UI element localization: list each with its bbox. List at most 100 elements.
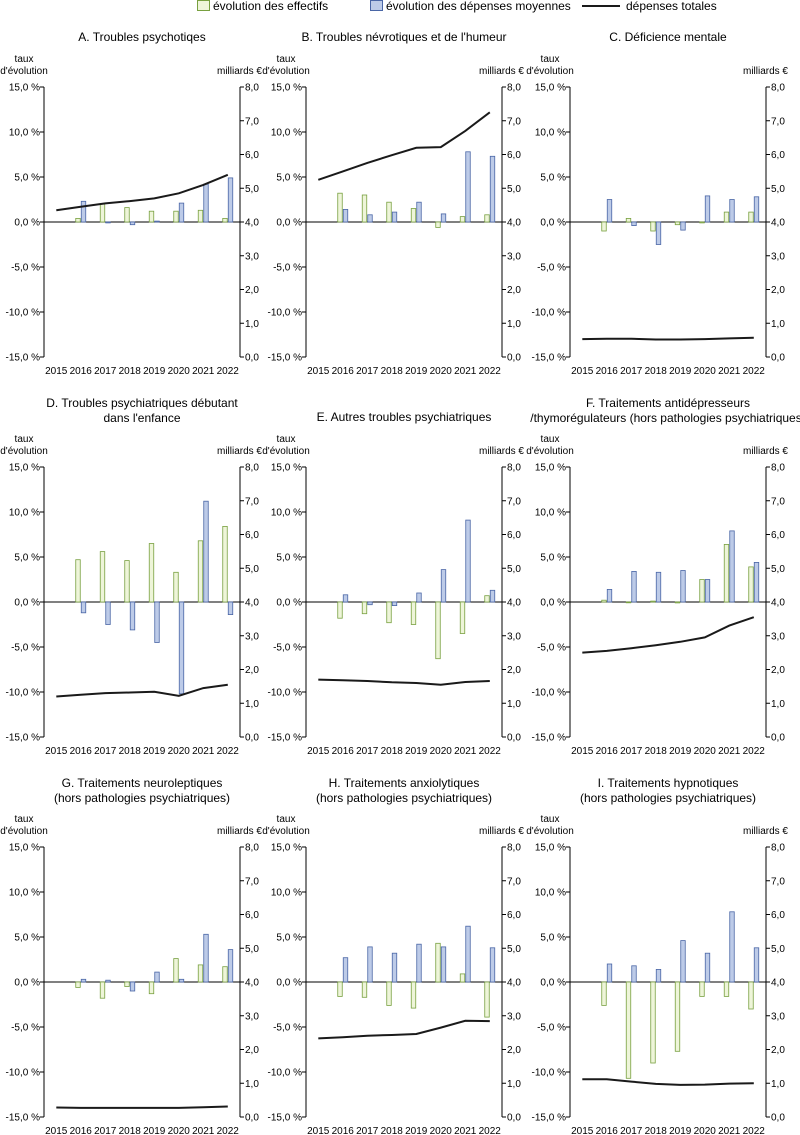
y2-tick-label: 0,0: [507, 1113, 521, 1124]
bar-depenses-moyennes: [729, 530, 735, 603]
line-depenses-totales: [56, 683, 228, 698]
y2-tick-label: 5,0: [507, 184, 521, 195]
legend-item-depenses-moyennes: évolution des dépenses moyennes: [370, 0, 571, 12]
y2-tick-label: 1,0: [245, 1079, 259, 1090]
y2-tick-label: 1,0: [771, 1079, 785, 1090]
chart-title: D. Troubles psychiatriques débutant: [46, 396, 238, 410]
right-axis-label: milliards €: [217, 446, 262, 457]
bar-depenses-moyennes: [704, 579, 711, 603]
chart-title: (hors pathologies psychiatriques): [316, 791, 492, 805]
bar-depenses-moyennes: [704, 952, 711, 983]
y2-tick-label: 3,0: [507, 631, 521, 642]
y2-tick-label: 2,0: [507, 1045, 521, 1056]
bar-effectifs: [386, 601, 392, 624]
y-tick-label: 5,0 %: [14, 173, 40, 184]
x-tick-label: 2018: [119, 1126, 142, 1135]
y2-tick-label: 6,0: [507, 910, 521, 921]
y-tick-label: -15,0 %: [6, 1113, 41, 1124]
bar-depenses-moyennes: [203, 183, 209, 223]
y2-tick-label: 7,0: [771, 116, 785, 127]
bar-depenses-moyennes: [704, 195, 711, 223]
bar-effectifs: [484, 595, 490, 603]
x-tick-label: 2016: [596, 366, 619, 377]
bar-effectifs: [197, 209, 204, 223]
y2-tick-label: 0,0: [245, 1113, 259, 1124]
legend-label-effectifs: évolution des effectifs: [213, 0, 329, 13]
x-tick-label: 2021: [718, 366, 741, 377]
x-tick-label: 2016: [332, 366, 355, 377]
chart-title: G. Traitements neuroleptiques: [62, 776, 223, 790]
y-tick-label: 5,0 %: [540, 173, 566, 184]
y2-tick-label: 2,0: [245, 285, 259, 296]
y-tick-label: -10,0 %: [6, 308, 41, 319]
y2-tick-label: 0,0: [507, 353, 521, 364]
bar-effectifs: [173, 571, 179, 603]
x-tick-label: 2021: [454, 1126, 477, 1135]
x-tick-label: 2017: [94, 746, 117, 757]
x-tick-label: 2017: [356, 366, 379, 377]
y-tick-label: 10,0 %: [9, 888, 40, 899]
bar-effectifs: [748, 981, 754, 1010]
y2-tick-label: 5,0: [245, 944, 259, 955]
x-tick-label: 2019: [669, 366, 692, 377]
right-axis-label: milliards €: [479, 66, 524, 77]
y2-tick-label: 2,0: [771, 665, 785, 676]
x-tick-label: 2017: [620, 746, 643, 757]
chart-panel-7: H. Traitements anxiolytiques(hors pathol…: [262, 776, 524, 1135]
y2-tick-label: 0,0: [245, 353, 259, 364]
bar-depenses-moyennes: [154, 601, 160, 643]
y2-tick-label: 5,0: [771, 944, 785, 955]
x-tick-label: 2016: [70, 746, 93, 757]
bar-effectifs: [484, 981, 490, 1018]
bar-depenses-moyennes: [606, 589, 613, 603]
y2-tick-label: 0,0: [771, 733, 785, 744]
y2-tick-label: 6,0: [245, 530, 259, 541]
y-tick-label: 0,0 %: [14, 598, 40, 609]
x-tick-label: 2021: [454, 746, 477, 757]
y-tick-label: 15,0 %: [535, 463, 566, 474]
x-tick-label: 2015: [571, 746, 594, 757]
x-tick-label: 2015: [307, 746, 330, 757]
y2-tick-label: 7,0: [771, 496, 785, 507]
y-tick-label: 10,0 %: [535, 128, 566, 139]
y-tick-label: 0,0 %: [540, 598, 566, 609]
x-tick-label: 2015: [571, 366, 594, 377]
bar-effectifs: [435, 601, 441, 660]
x-tick-label: 2018: [119, 366, 142, 377]
right-axis-label: milliards €: [743, 66, 788, 77]
y2-tick-label: 8,0: [507, 843, 521, 854]
bar-effectifs: [197, 964, 204, 983]
y-tick-label: 5,0 %: [276, 933, 302, 944]
x-tick-label: 2019: [669, 746, 692, 757]
y-tick-label: 15,0 %: [271, 463, 302, 474]
bar-depenses-moyennes: [729, 911, 735, 983]
y2-tick-label: 6,0: [245, 910, 259, 921]
y2-tick-label: 6,0: [771, 530, 785, 541]
bar-depenses-moyennes: [729, 199, 735, 223]
right-axis-label: milliards €: [217, 66, 262, 77]
y-tick-label: -10,0 %: [268, 1068, 303, 1079]
bar-effectifs: [601, 981, 607, 1006]
chart-title: (hors pathologies psychiatriques): [54, 791, 230, 805]
bar-depenses-moyennes: [680, 221, 686, 231]
y2-tick-label: 4,0: [771, 978, 785, 989]
x-tick-label: 2020: [694, 1126, 717, 1135]
y2-tick-label: 4,0: [507, 598, 521, 609]
y2-tick-label: 7,0: [507, 876, 521, 887]
y-tick-label: 10,0 %: [271, 508, 302, 519]
chart-title: F. Traitements antidépresseurs: [586, 396, 750, 410]
right-axis-label: milliards €: [743, 826, 788, 837]
bar-depenses-moyennes: [680, 570, 686, 603]
x-tick-label: 2016: [332, 746, 355, 757]
bar-depenses-moyennes: [178, 978, 185, 983]
x-tick-label: 2016: [70, 1126, 93, 1135]
right-axis-label: milliards €: [743, 446, 788, 457]
y2-tick-label: 4,0: [507, 978, 521, 989]
bar-effectifs: [459, 973, 466, 983]
bar-effectifs: [625, 981, 632, 1079]
x-tick-label: 2021: [192, 746, 215, 757]
bar-depenses-moyennes: [606, 963, 613, 983]
line-depenses-totales: [56, 1105, 228, 1109]
right-axis-label: milliards €: [217, 826, 262, 837]
y2-tick-label: 8,0: [245, 83, 259, 94]
